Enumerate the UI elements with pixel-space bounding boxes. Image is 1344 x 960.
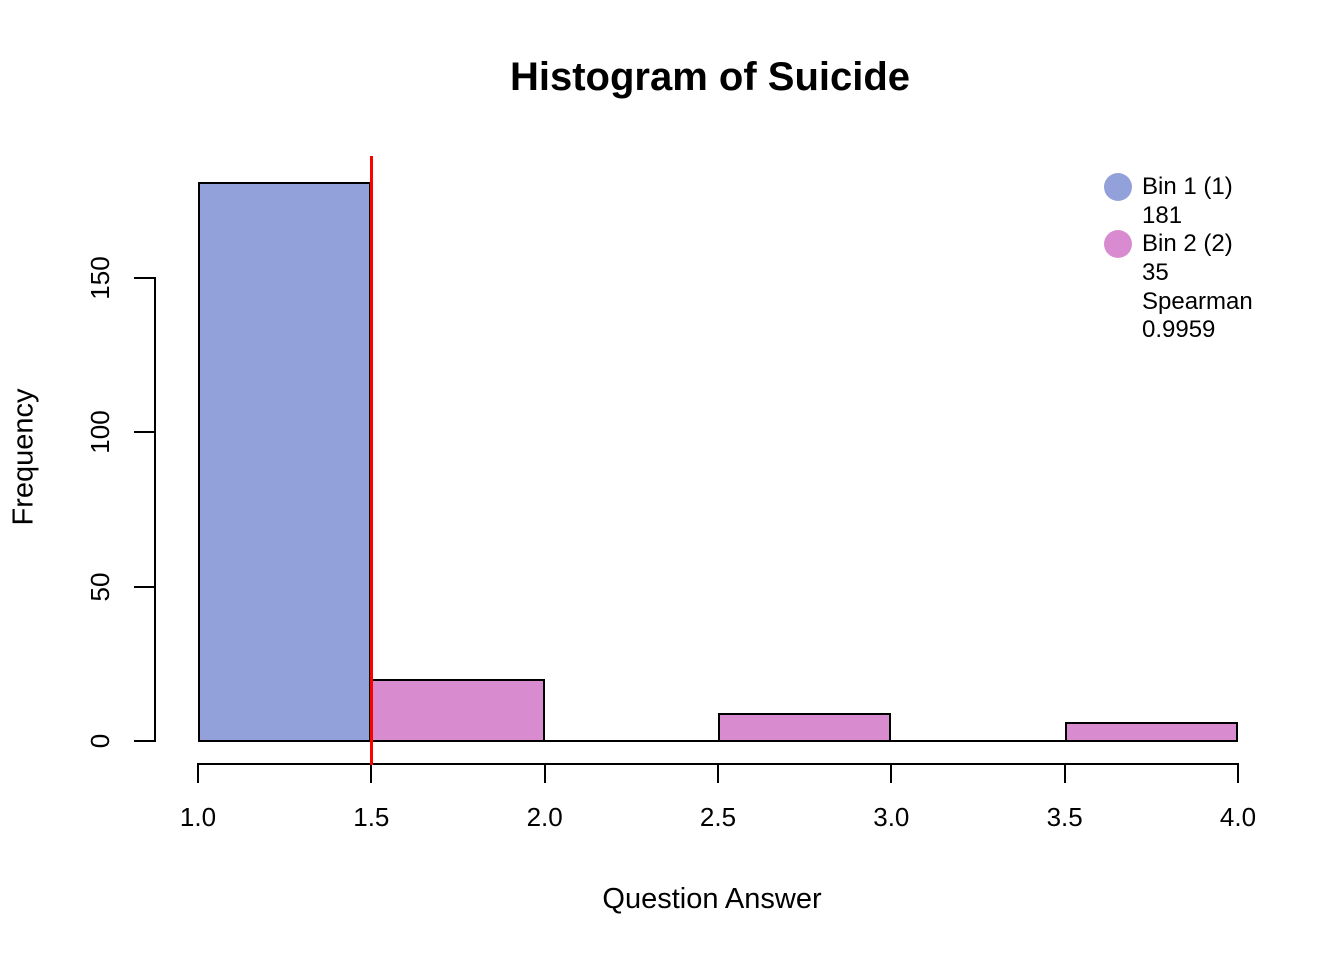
y-axis-tick [134,277,154,279]
legend-row: 0.9959 [1104,316,1253,345]
x-tick-label: 4.0 [1219,802,1257,832]
y-tick-label: 100 [85,410,115,455]
legend-marker-dot [1104,173,1132,202]
zero-baseline [198,740,1238,742]
y-tick-label: 150 [85,256,115,300]
x-axis-tick [890,765,893,783]
x-axis-tick [1063,765,1066,783]
x-tick-label: 2.5 [699,802,737,832]
legend-text: Bin 1 (1) [1142,173,1233,201]
x-axis-tick [1237,765,1239,783]
legend-text: 0.9959 [1142,316,1216,344]
y-axis-tick [134,740,154,742]
y-axis-line [154,277,156,742]
y-tick-label: 0 [85,733,115,749]
legend-row: 35 [1104,259,1253,288]
x-axis-line [197,763,1239,765]
histogram-bar [371,679,545,742]
bin-split-line [369,156,373,765]
y-tick-label: 50 [85,572,115,602]
legend-marker-dot [1104,230,1132,259]
x-tick-label: 2.0 [526,802,563,832]
y-axis-tick [134,431,154,434]
histogram-bar [198,182,372,742]
x-tick-label: 1.5 [353,802,390,832]
x-tick-label: 3.0 [873,802,910,832]
x-axis-tick [370,765,373,783]
legend-text: 35 [1142,259,1169,287]
x-axis-title: Question Answer [602,883,822,915]
histogram-bar [718,713,892,742]
x-tick-label: 3.5 [1046,802,1083,832]
legend-row: Bin 1 (1) [1104,173,1253,202]
x-axis-tick [197,765,199,783]
legend-text: 181 [1142,201,1183,229]
legend-row: Spearman [1104,287,1253,316]
legend-text: Bin 2 (2) [1142,230,1233,258]
x-axis-tick [717,765,719,783]
chart-title: Histogram of Suicide [509,55,911,99]
x-axis-tick [543,765,546,783]
y-axis-title: Frequency [7,388,40,526]
x-tick-label: 1.0 [179,802,217,832]
legend-row: Bin 2 (2) [1104,230,1253,259]
legend-row: 181 [1104,202,1253,231]
legend-text: Spearman [1142,287,1253,315]
y-axis-tick [134,585,154,588]
legend: Bin 1 (1) 181 Bin 2 (2) 35 Spearman 0.9959 [1104,173,1253,345]
